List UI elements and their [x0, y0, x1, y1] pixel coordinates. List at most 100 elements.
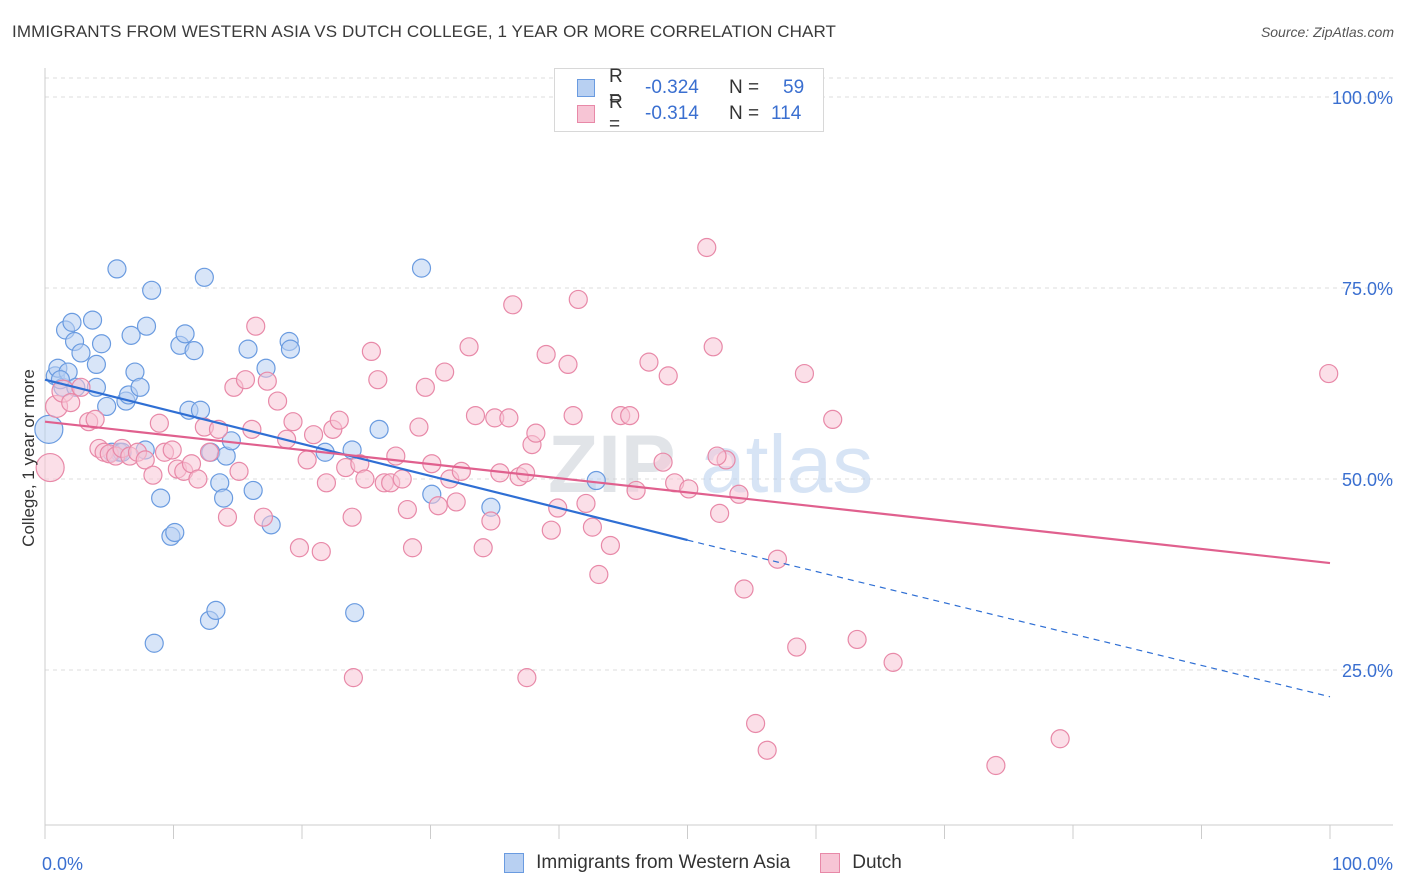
- y-tick-label: 25.0%: [1342, 661, 1393, 681]
- data-point: [1319, 363, 1339, 384]
- data-point: [679, 479, 699, 499]
- tick-labels: 25.0% 50.0% 75.0% 100.0% 0.0% 100.0%: [42, 88, 1393, 874]
- data-point: [85, 409, 105, 430]
- legend-n-label: N =: [729, 77, 760, 98]
- data-point: [710, 503, 730, 523]
- data-point: [243, 480, 263, 501]
- series-dutch: [35, 237, 1339, 776]
- data-point: [343, 668, 363, 688]
- data-point: [121, 325, 141, 345]
- data-point: [428, 496, 448, 516]
- legend-swatch-dutch: [577, 105, 595, 123]
- data-point: [653, 452, 673, 472]
- data-point: [188, 469, 208, 489]
- data-point: [435, 362, 455, 382]
- data-point: [355, 469, 375, 489]
- data-point: [184, 341, 204, 361]
- data-point: [143, 465, 163, 485]
- legend-item-dutch[interactable]: Dutch: [820, 852, 902, 874]
- data-point: [746, 713, 766, 734]
- data-point: [446, 492, 466, 512]
- trend-extension-western-asia: [687, 539, 1331, 698]
- legend-swatch-dutch: [820, 853, 841, 873]
- data-point: [536, 344, 556, 365]
- data-point: [34, 414, 64, 444]
- data-point: [757, 740, 777, 760]
- legend-swatch-western-asia: [577, 79, 595, 97]
- data-point: [151, 488, 171, 508]
- data-point: [61, 393, 81, 413]
- data-point: [563, 405, 583, 426]
- data-point: [135, 450, 155, 470]
- data-point: [71, 343, 91, 363]
- legend-r-value: -0.324: [645, 77, 699, 98]
- data-point: [729, 484, 749, 504]
- data-point: [62, 312, 82, 332]
- data-point: [280, 339, 301, 359]
- data-point: [568, 289, 588, 310]
- legend-r-label: R =: [609, 66, 623, 109]
- data-point: [794, 363, 815, 384]
- data-point: [847, 629, 867, 650]
- data-point: [703, 337, 723, 357]
- legend-n-value: 114: [771, 103, 802, 124]
- data-point: [345, 603, 365, 623]
- data-point: [823, 409, 843, 430]
- data-point: [149, 413, 169, 433]
- data-point: [162, 440, 182, 460]
- y-tick-label: 50.0%: [1342, 470, 1393, 490]
- data-point: [229, 461, 249, 481]
- data-point: [620, 405, 640, 426]
- data-point: [303, 425, 324, 445]
- data-point: [214, 488, 234, 508]
- data-point: [253, 507, 274, 527]
- data-points: [34, 237, 1339, 776]
- data-point: [297, 450, 317, 470]
- data-point: [986, 755, 1006, 776]
- data-point: [582, 517, 603, 537]
- data-point: [144, 633, 164, 653]
- data-point: [600, 535, 621, 556]
- legend-label-western-asia: Immigrants from Western Asia: [536, 852, 791, 873]
- data-point: [1050, 729, 1070, 749]
- data-point: [402, 538, 423, 558]
- data-point: [397, 499, 417, 520]
- data-point: [481, 511, 501, 531]
- legend-r-label: R =: [609, 92, 623, 135]
- data-point: [499, 408, 519, 428]
- data-point: [91, 334, 112, 354]
- data-point: [283, 412, 303, 432]
- data-point: [206, 600, 226, 621]
- correlation-legend: R = -0.324 N = 59 R = -0.314 N = 114: [554, 66, 824, 135]
- data-point: [35, 452, 65, 483]
- y-axis-label: College, 1 year or more: [19, 369, 38, 547]
- data-point: [311, 541, 331, 562]
- data-point: [267, 391, 288, 411]
- data-point: [368, 370, 388, 390]
- legend-r-value: -0.314: [645, 103, 699, 124]
- data-point: [289, 538, 310, 558]
- data-point: [503, 295, 523, 315]
- data-point: [589, 564, 609, 585]
- y-tick-label: 75.0%: [1342, 279, 1393, 299]
- axes: [44, 68, 1393, 839]
- data-point: [194, 267, 214, 287]
- legend-item-western-asia[interactable]: Immigrants from Western Asia: [504, 852, 790, 874]
- data-point: [576, 493, 596, 514]
- data-point: [86, 354, 107, 374]
- data-point: [626, 480, 646, 501]
- data-point: [734, 579, 754, 599]
- legend-n-label: N =: [729, 103, 760, 124]
- trend-line-western-asia: [44, 378, 688, 542]
- series-legend: Immigrants from Western Asia Dutch: [0, 852, 1406, 874]
- y-tick-label: 100.0%: [1332, 88, 1393, 108]
- legend-n-value: 59: [783, 77, 805, 98]
- data-point: [82, 310, 103, 330]
- trend-lines: [44, 378, 1331, 698]
- data-point: [316, 473, 337, 493]
- data-point: [257, 371, 277, 391]
- data-point: [199, 442, 220, 462]
- data-point: [586, 470, 606, 491]
- x-tick-label-start: 0.0%: [42, 854, 83, 874]
